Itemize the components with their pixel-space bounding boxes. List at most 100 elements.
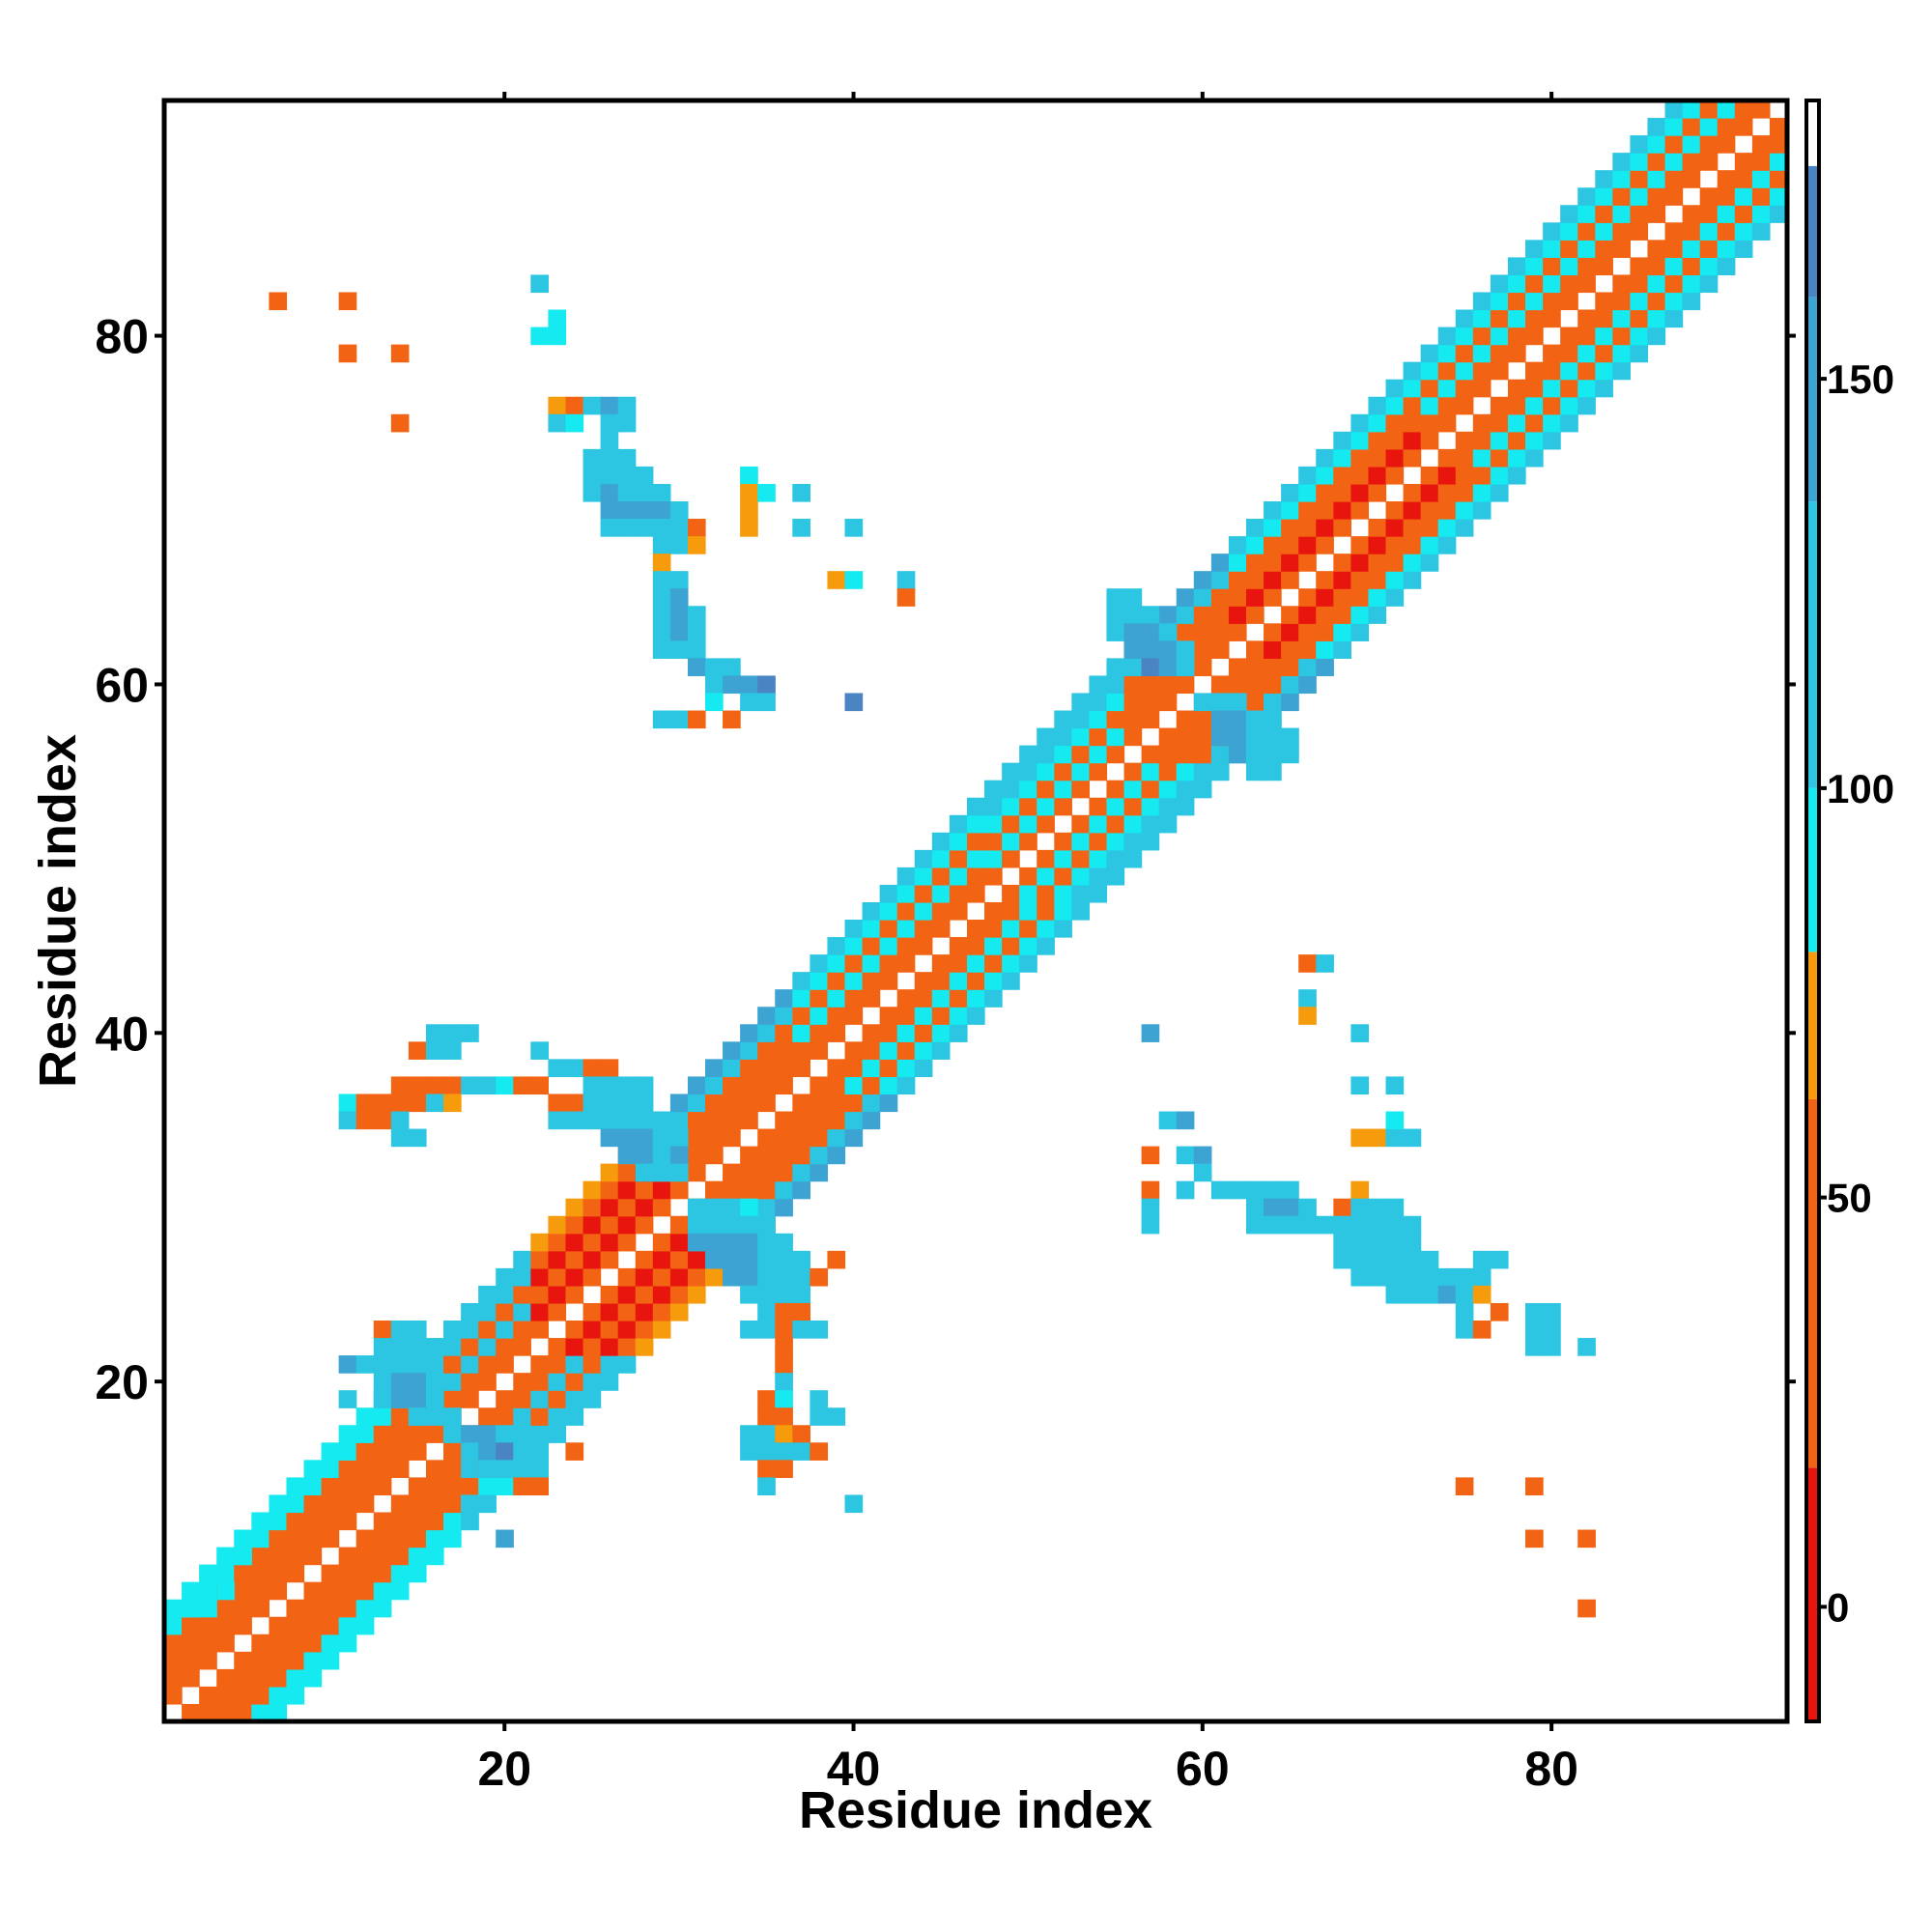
heatmap-cell (390, 1460, 410, 1478)
heatmap-cell (1002, 780, 1020, 799)
heatmap-cell (1647, 135, 1666, 154)
heatmap-cell (931, 1007, 951, 1025)
heatmap-cell (443, 1076, 462, 1095)
heatmap-cell (1210, 623, 1230, 641)
heatmap-cell (443, 1425, 462, 1443)
heatmap-cell (425, 1390, 444, 1408)
heatmap-cell (1333, 640, 1351, 659)
heatmap-cell (879, 972, 898, 990)
heatmap-cell (757, 1267, 776, 1287)
heatmap-cell (1647, 309, 1666, 328)
heatmap-cell (1385, 379, 1405, 398)
heatmap-cell (582, 1076, 602, 1095)
heatmap-cell (1019, 884, 1037, 903)
heatmap-cell (530, 1442, 550, 1461)
heatmap-cell (1647, 274, 1666, 294)
heatmap-cell (1472, 379, 1492, 398)
heatmap-cell (1246, 675, 1264, 695)
heatmap-cell (390, 1094, 410, 1113)
heatmap-cell (652, 519, 671, 537)
heatmap-cell (1437, 466, 1457, 485)
heatmap-cell (199, 1686, 217, 1705)
heatmap-cell (1368, 606, 1387, 624)
heatmap-cell (1281, 536, 1299, 554)
heatmap-cell (303, 1616, 323, 1635)
heatmap-cell (321, 1477, 340, 1496)
heatmap-cell (1420, 554, 1439, 572)
heatmap-cell (775, 1321, 793, 1339)
heatmap-cell (775, 1425, 793, 1443)
heatmap-cell (1158, 658, 1178, 677)
heatmap-cell (775, 1390, 793, 1408)
heatmap-cell (1123, 658, 1143, 677)
heatmap-cell (1507, 396, 1526, 415)
heatmap-cell (1630, 327, 1649, 346)
heatmap-cell (321, 1581, 340, 1601)
heatmap-cell (652, 1233, 671, 1252)
heatmap-cell (896, 867, 916, 886)
heatmap-cell (600, 1163, 619, 1182)
heatmap-cell (1420, 500, 1439, 520)
heatmap-cell (844, 693, 864, 712)
heatmap-cell (1123, 693, 1143, 712)
heatmap-cell (234, 1651, 252, 1670)
heatmap-cell (338, 1094, 357, 1113)
x-axis-title: Residue index (799, 1781, 1152, 1839)
heatmap-cell (390, 1338, 410, 1356)
heatmap-cell (600, 1198, 619, 1217)
heatmap-cell (617, 448, 637, 468)
heatmap-cell (1333, 1233, 1351, 1252)
heatmap-cell (1106, 745, 1125, 764)
heatmap-cell (443, 1494, 462, 1514)
heatmap-cell (1089, 727, 1108, 747)
heatmap-cell (652, 1198, 671, 1217)
heatmap-cell (1472, 361, 1492, 381)
heatmap-cell (565, 1285, 584, 1304)
heatmap-cell (757, 1041, 776, 1060)
heatmap-cell (1281, 606, 1299, 624)
heatmap-cell (390, 1494, 410, 1514)
heatmap-cell (827, 1007, 846, 1025)
heatmap-cell (1350, 623, 1370, 641)
heatmap-cell (1333, 571, 1351, 589)
heatmap-cell (1560, 257, 1578, 276)
heatmap-cell (617, 1076, 637, 1095)
heatmap-cell (321, 1512, 340, 1531)
heatmap-cell (1264, 675, 1282, 695)
heatmap-cell (1595, 327, 1613, 346)
heatmap-cell (600, 1373, 619, 1391)
heatmap-cell (931, 954, 951, 973)
heatmap-cell (984, 989, 1003, 1008)
heatmap-cell (1543, 222, 1561, 241)
heatmap-cell (478, 1407, 497, 1426)
heatmap-cell (1037, 937, 1055, 955)
heatmap-cell (1141, 1146, 1160, 1165)
heatmap-cell (303, 1634, 323, 1653)
heatmap-cell (1350, 554, 1370, 572)
heatmap-cell (1019, 797, 1037, 816)
heatmap-cell (1158, 814, 1178, 834)
heatmap-cell (1507, 292, 1526, 311)
heatmap-cell (687, 658, 706, 677)
heatmap-cell (740, 500, 758, 520)
heatmap-cell (1734, 153, 1753, 171)
heatmap-cell (443, 1477, 462, 1496)
heatmap-cell (931, 989, 951, 1008)
heatmap-cell (1682, 222, 1701, 241)
heatmap-cell (1106, 832, 1125, 851)
heatmap-cell (251, 1668, 270, 1688)
heatmap-cell (355, 1355, 375, 1374)
heatmap-cell (669, 1302, 689, 1321)
heatmap-cell (443, 1512, 462, 1531)
heatmap-cell (652, 1111, 671, 1130)
heatmap-cell (1525, 1321, 1544, 1339)
heatmap-cell (1316, 536, 1334, 554)
heatmap-cell (792, 972, 810, 990)
heatmap-cell (792, 1250, 810, 1269)
heatmap-cell (321, 1442, 340, 1461)
heatmap-cell (1717, 257, 1736, 276)
heatmap-cell (810, 1094, 829, 1113)
heatmap-cell (757, 1180, 776, 1200)
heatmap-cell (792, 1442, 810, 1461)
heatmap-cell (1682, 153, 1701, 171)
